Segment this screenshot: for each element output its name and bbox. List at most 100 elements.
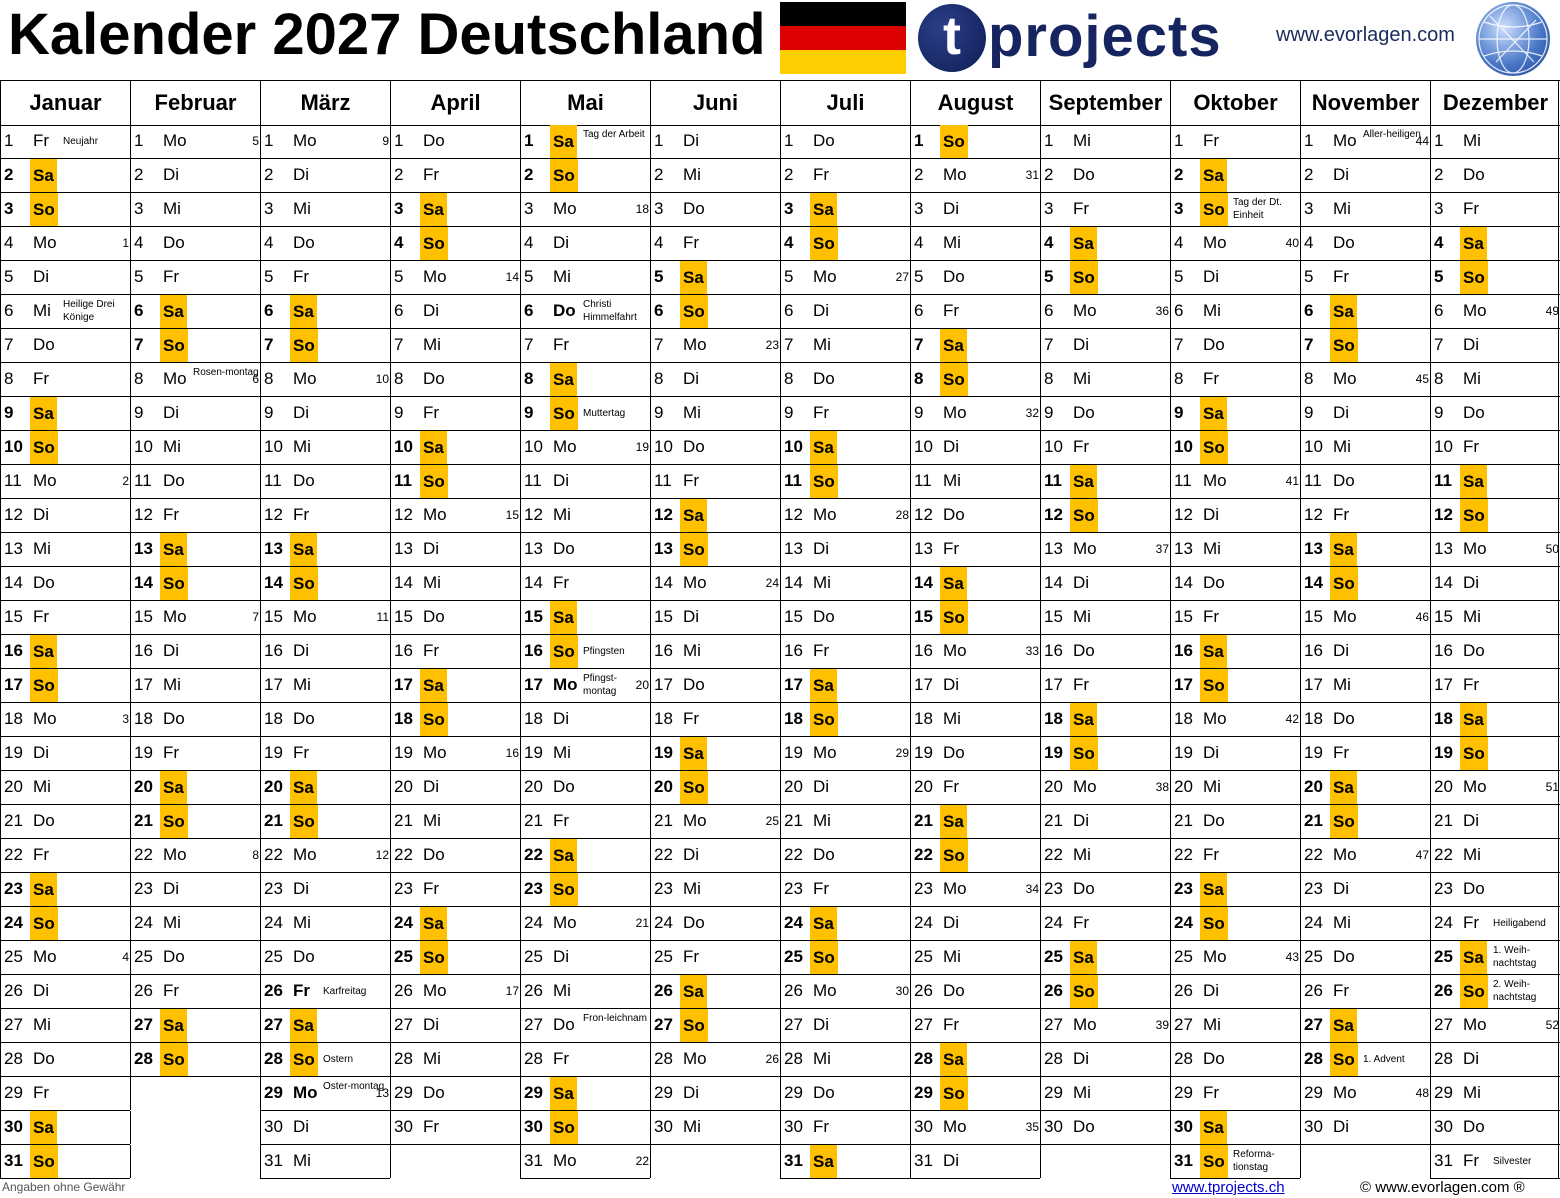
day-number: 28 [1434,1049,1453,1068]
day-cell: 11 So [390,465,520,499]
weekday-name: So [1200,431,1228,464]
day-cell: 18 Sa [1040,703,1170,737]
day-number: 1 [914,131,924,150]
weekday-name: Sa [1070,227,1097,260]
empty-cell [1040,1145,1170,1178]
day-number: 26 [4,981,23,1000]
day-number: 31 [914,1151,933,1170]
day-cell: 19 Fr [260,737,390,771]
day-cell: 27 Mi [1170,1009,1300,1043]
weekday-name: Do [1073,879,1095,898]
day-number: 9 [1044,403,1054,422]
day-cell: 14 Di [1430,567,1560,601]
day-number: 28 [654,1049,673,1068]
day-cell: 8 Mo Rosen-montag 6 [130,363,260,397]
day-cell: 23 Di [1300,873,1430,907]
day-cell: 17 Fr [1430,669,1560,703]
day-cell: 28 So 1. Advent [1300,1043,1430,1077]
day-number: 9 [524,403,534,422]
weekday-name: Di [683,607,700,626]
weekday-name: Di [163,879,180,898]
day-number: 21 [1174,811,1193,830]
day-number: 16 [654,641,673,660]
day-cell: 28 Sa [910,1043,1040,1077]
day-number: 27 [1174,1015,1193,1034]
week-number: 2 [122,474,129,488]
weekday-name: Fr [293,505,310,524]
holiday-label: Muttertag [583,408,626,419]
day-number: 24 [134,913,153,932]
weekday-name: Fr [943,301,960,320]
weekday-name: Mi [423,811,441,830]
day-cell: 7 Fr [520,329,650,363]
day-number: 21 [394,811,413,830]
day-cell: 30 Fr [780,1111,910,1145]
weekday-name: Mi [553,505,571,524]
day-cell: 28 Mi [780,1043,910,1077]
weekday-name: Di [813,539,830,558]
day-number: 11 [784,471,802,490]
weekday-name: Di [1333,403,1350,422]
day-number: 29 [394,1083,413,1102]
day-cell: 19 Mo 16 [390,737,520,771]
tprojects-link[interactable]: www.tprojects.ch [1172,1179,1285,1196]
day-number: 19 [1044,743,1063,762]
weekday-name: Mo [683,335,707,354]
day-cell: 12 Di [1170,499,1300,533]
day-number: 24 [264,913,283,932]
day-number: 13 [1434,539,1453,558]
day-cell: 11 Do [1300,465,1430,499]
day-cell: 22 So [910,839,1040,873]
day-number: 13 [784,539,803,558]
weekday-name: Fr [553,335,570,354]
weekday-name: Fr [1203,845,1220,864]
day-number: 31 [1174,1151,1193,1170]
weekday-name: Sa [1200,159,1227,192]
day-cell: 6 Fr [910,295,1040,329]
day-number: 6 [1174,301,1184,320]
day-cell: 1 So [910,125,1040,159]
weekday-name: Mo [553,199,577,218]
weekday-name: Mo [33,471,57,490]
weekday-name: Mi [1463,845,1481,864]
day-number: 8 [654,369,664,388]
day-number: 15 [264,607,283,626]
day-number: 4 [4,233,14,252]
weekday-name: Do [423,845,445,864]
weekday-name: Di [1203,267,1220,286]
weekday-name: So [1070,499,1098,532]
day-cell: 1 Mi [1430,125,1560,159]
day-number: 19 [394,743,413,762]
day-number: 14 [1174,573,1193,592]
day-cell: 23 Mi [650,873,780,907]
weekday-name: Do [293,947,315,966]
holiday-label: Rosen-montag [193,367,259,378]
weekday-name: Mi [423,1049,441,1068]
day-cell: 20 Mi [0,771,130,805]
day-number: 11 [134,471,152,490]
day-number: 12 [524,505,543,524]
day-number: 30 [1434,1117,1453,1136]
weekday-name: Mi [163,437,181,456]
weekday-name: Sa [160,533,187,566]
day-number: 16 [1044,641,1063,660]
day-cell: 8 Fr [1170,363,1300,397]
day-cell: 6 Sa [1300,295,1430,329]
weekday-name: Di [1333,879,1350,898]
day-number: 11 [914,471,932,490]
day-number: 27 [1304,1015,1323,1034]
day-cell: 15 Mo 7 [130,601,260,635]
day-number: 6 [394,301,404,320]
weekday-name: Fr [1463,1151,1480,1170]
weekday-name: So [30,907,58,940]
week-number: 21 [635,916,649,930]
weekday-name: Sa [420,669,447,702]
day-number: 31 [1434,1151,1453,1170]
weekday-name: Sa [160,771,187,804]
weekday-name: Sa [1460,465,1487,498]
day-number: 1 [1044,131,1054,150]
weekday-name: Mo [163,131,187,150]
day-cell: 10 Do [650,431,780,465]
day-cell: 28 Do [1170,1043,1300,1077]
day-cell: 5 Fr [260,261,390,295]
